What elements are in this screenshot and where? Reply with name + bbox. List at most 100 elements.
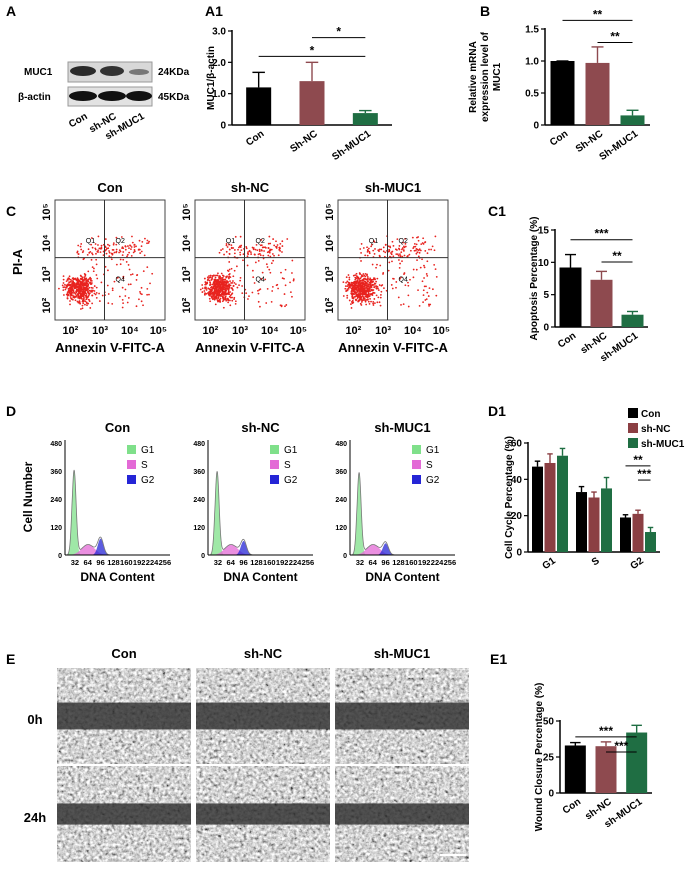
legend-label: sh-MUC1 <box>641 439 685 450</box>
event-dot <box>271 253 274 255</box>
event-dot <box>367 290 370 293</box>
event-dot <box>208 275 210 277</box>
event-dot <box>247 251 249 254</box>
event-dot <box>371 284 374 287</box>
event-dot <box>126 301 129 304</box>
event-dot <box>135 305 138 308</box>
event-dot <box>210 295 213 298</box>
event-dot <box>115 248 118 251</box>
event-dot <box>66 297 69 300</box>
event-dot <box>124 295 127 297</box>
event-dot <box>121 254 124 256</box>
event-dot <box>416 259 418 261</box>
event-dot <box>204 286 207 289</box>
event-dot <box>364 282 367 285</box>
event-dot <box>72 285 75 287</box>
event-dot <box>417 239 420 242</box>
event-dot <box>362 293 364 296</box>
event-dot <box>235 265 238 268</box>
event-dot <box>83 282 86 284</box>
event-dot <box>379 264 382 267</box>
event-dot <box>346 280 349 283</box>
event-dot <box>76 293 79 295</box>
event-dot <box>261 249 263 252</box>
event-dot <box>351 302 354 305</box>
plot-title: sh-NC <box>231 180 270 195</box>
event-dot <box>79 302 82 305</box>
event-dot <box>402 241 404 244</box>
event-dot <box>77 253 80 256</box>
event-dot <box>345 281 348 284</box>
event-dot <box>88 286 91 289</box>
event-dot <box>230 244 233 247</box>
event-dot <box>84 274 87 276</box>
event-dot <box>265 302 268 304</box>
axis-label: Annexin V-FITC-A <box>55 340 165 355</box>
bar <box>246 87 272 125</box>
event-dot <box>285 304 288 306</box>
event-dot <box>95 263 98 266</box>
legend-label: G1 <box>426 445 440 456</box>
event-dot <box>372 304 375 306</box>
event-dot <box>226 298 228 300</box>
event-dot <box>346 294 349 297</box>
event-dot <box>281 277 284 280</box>
column-title: sh-MUC1 <box>374 646 430 661</box>
event-dot <box>252 276 255 279</box>
legend-swatch <box>628 423 638 433</box>
event-dot <box>422 294 425 296</box>
event-dot <box>216 274 219 277</box>
event-dot <box>420 243 423 246</box>
bar <box>544 462 556 552</box>
event-dot <box>61 284 64 287</box>
event-dot <box>108 250 110 252</box>
event-dot <box>221 276 224 279</box>
event-dot <box>86 254 89 256</box>
event-dot <box>89 250 92 253</box>
event-dot <box>251 269 254 272</box>
event-dot <box>219 277 222 280</box>
event-dot <box>281 245 284 247</box>
event-dot <box>98 300 101 302</box>
event-dot <box>91 266 94 269</box>
event-dot <box>231 292 234 295</box>
panel-label: E <box>6 651 15 667</box>
event-dot <box>227 287 230 290</box>
event-dot <box>62 278 65 281</box>
event-dot <box>91 253 94 256</box>
event-dot <box>363 280 366 283</box>
event-dot <box>83 276 86 279</box>
event-dot <box>356 275 359 278</box>
event-dot <box>226 280 229 283</box>
event-dot <box>95 258 98 261</box>
event-dot <box>361 288 364 291</box>
event-dot <box>369 289 371 292</box>
event-dot <box>205 283 207 286</box>
event-dot <box>148 240 151 243</box>
event-dot <box>425 273 428 275</box>
event-dot <box>366 276 369 278</box>
event-dot <box>418 251 421 254</box>
event-dot <box>90 237 93 239</box>
event-dot <box>347 274 350 276</box>
event-dot <box>230 247 233 250</box>
event-dot <box>414 249 417 252</box>
event-dot <box>391 240 394 243</box>
event-dot <box>149 282 151 285</box>
event-dot <box>292 279 295 282</box>
bar <box>576 492 587 552</box>
event-dot <box>362 290 365 293</box>
bar <box>632 513 644 552</box>
event-dot <box>253 282 256 284</box>
event-dot <box>415 243 418 246</box>
event-dot <box>140 245 143 248</box>
event-dot <box>429 303 432 306</box>
axis-label: Cell Cycle Percentage (%) <box>504 436 515 559</box>
event-dot <box>370 278 373 281</box>
y-tick-label: 10⁵ <box>181 203 193 220</box>
event-dot <box>119 263 122 266</box>
event-dot <box>67 283 69 286</box>
event-dot <box>434 268 437 271</box>
event-dot <box>76 288 79 291</box>
event-dot <box>245 247 248 250</box>
